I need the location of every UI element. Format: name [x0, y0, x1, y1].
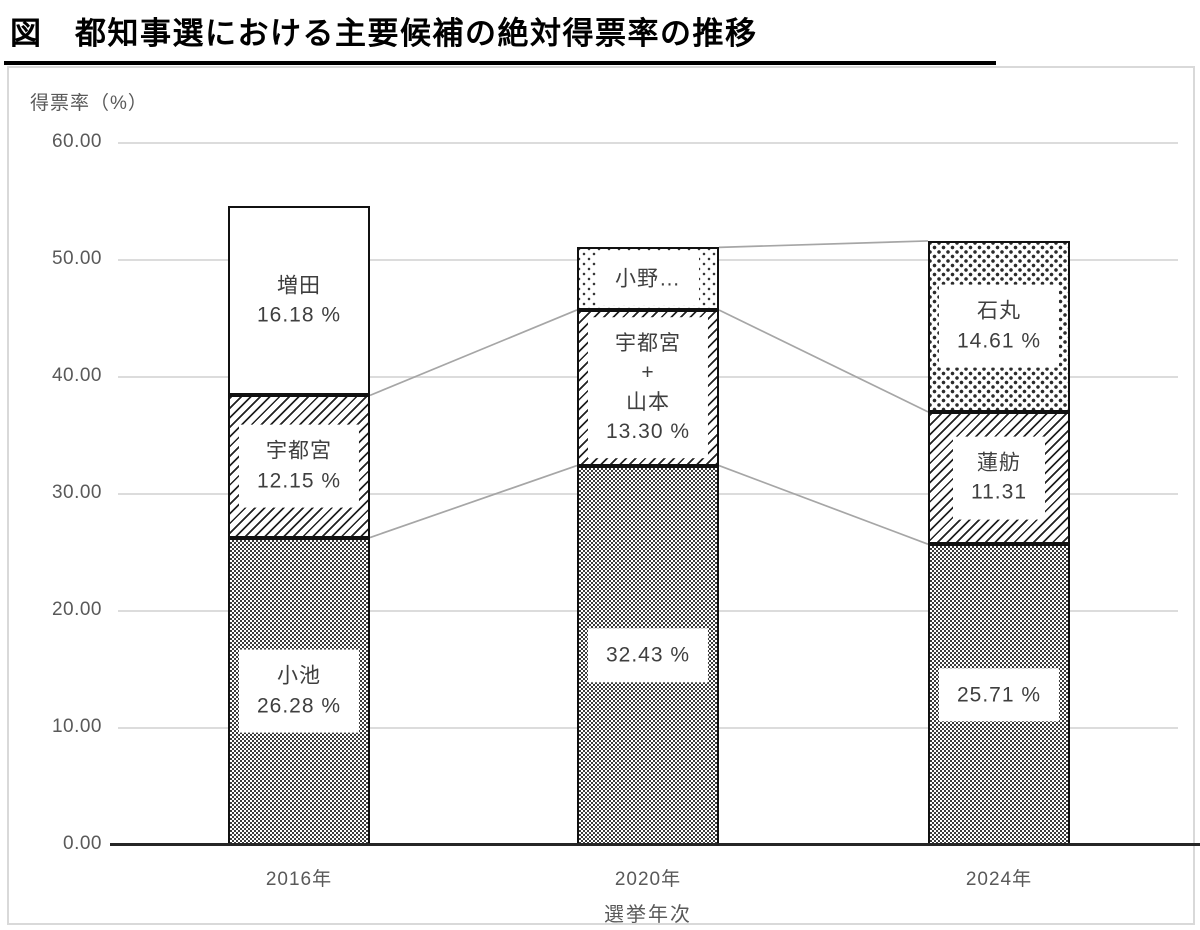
segment-label-line: 宇都宮	[615, 331, 681, 355]
x-axis-title: 選挙年次	[604, 904, 692, 926]
segment-label-増田: 増田 16.18 %	[257, 271, 341, 330]
segment-label-line: 13.30 %	[605, 420, 691, 444]
segment-label-小池: 32.43 %	[587, 628, 709, 682]
segment-label-line: 25.71 %	[956, 682, 1042, 706]
x-axis-line	[110, 843, 1200, 846]
segment-label-小野: 小野…	[597, 251, 699, 306]
series-connector-line	[369, 309, 578, 397]
y-tick-label: 0.00	[63, 833, 102, 854]
figure-title: 図 都知事選における主要候補の絶対得票率の推移	[4, 2, 996, 65]
segment-label-line: +	[641, 361, 655, 385]
segment-label-line: 増田	[277, 274, 321, 298]
y-tick-label: 60.00	[51, 131, 102, 152]
segment-label-line: 12.15 %	[256, 469, 342, 493]
segment-label-石丸: 石丸 14.61 %	[938, 285, 1060, 368]
series-connector-line	[718, 309, 929, 413]
segment-label-line: 11.31	[971, 481, 1027, 505]
segment-label-line: 石丸	[977, 300, 1021, 323]
x-tick-label-2020年: 2020年	[614, 869, 682, 890]
bar-segment-2016年-増田	[228, 206, 370, 396]
x-tick-label-2016年: 2016年	[265, 869, 333, 890]
segment-label-line: 蓮舫	[977, 451, 1021, 475]
series-connector-line	[369, 464, 578, 539]
y-tick-label: 40.00	[51, 365, 102, 386]
segment-label-小池: 小池 26.28 %	[238, 649, 360, 733]
segment-label-line: 14.61 %	[956, 329, 1042, 353]
segment-label-宇都宮＋山本: 宇都宮 + 山本 13.30 %	[587, 316, 709, 459]
y-tick-label: 20.00	[51, 599, 102, 620]
segment-label-蓮舫: 蓮舫 11.31	[953, 436, 1045, 520]
segment-label-宇都宮: 宇都宮 12.15 %	[238, 425, 360, 508]
segment-label-line: 16.18 %	[256, 303, 342, 327]
y-tick-label: 30.00	[51, 482, 102, 503]
y-tick-label: 50.00	[51, 248, 102, 269]
segment-label-小池: 25.71 %	[938, 667, 1060, 722]
segment-label-line: 小野…	[615, 266, 681, 290]
segment-label-line: 宇都宮	[266, 440, 332, 464]
bar-segment-2024年-蓮舫	[928, 411, 1070, 545]
series-connector-line	[718, 240, 929, 249]
segment-label-line: 32.43 %	[605, 643, 691, 667]
segment-label-line: 小池	[277, 664, 321, 688]
segment-label-line: 山本	[626, 390, 670, 414]
y-tick-label: 10.00	[51, 716, 102, 737]
segment-label-line: 26.28 %	[256, 694, 342, 718]
y-axis-label: 得票率（%）	[30, 93, 148, 114]
x-tick-label-2024年: 2024年	[965, 869, 1033, 890]
series-connector-line	[718, 464, 929, 545]
gridline-60.00	[118, 142, 1178, 144]
